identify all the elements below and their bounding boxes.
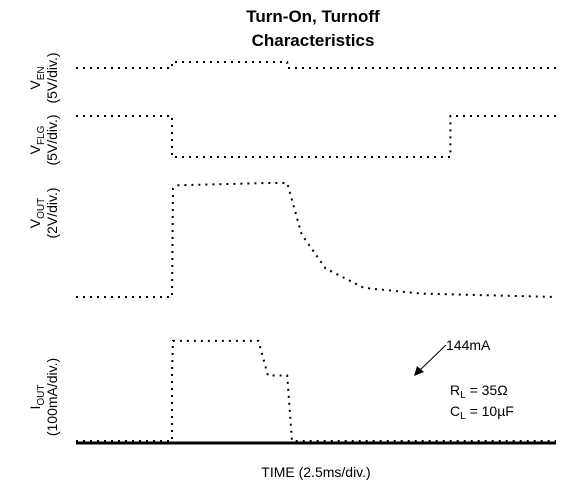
y-label-vout: VOUT (2V/div.): [27, 187, 60, 238]
y-label-vout-scale: (2V/div.): [44, 187, 60, 238]
peak-current-arrowhead: [414, 366, 424, 376]
chart-title-line-1: Turn-On, Turnoff: [246, 7, 380, 26]
y-label-ven-scale: (5V/div.): [44, 52, 60, 103]
rl-annotation: RL = 35Ω: [450, 382, 508, 401]
y-label-vflg-scale: (5V/div.): [44, 114, 60, 165]
cl-sub: L: [460, 411, 466, 422]
y-label-iout-sub: OUT: [36, 385, 47, 406]
svg-text:VOUT: VOUT: [27, 198, 47, 228]
trace-iout: [76, 339, 556, 442]
y-label-ven-sub: EN: [36, 66, 47, 80]
rl-sub: L: [460, 390, 466, 401]
x-axis-label: TIME (2.5ms/div.): [261, 464, 370, 480]
cl-symbol: C: [450, 403, 460, 419]
rl-symbol: R: [450, 382, 460, 398]
y-label-vflg-sub: FLG: [36, 125, 47, 145]
cl-annotation: CL = 10µF: [450, 403, 514, 422]
peak-current-arrow: [418, 344, 447, 372]
chart-title: Turn-On, Turnoff Characteristics: [246, 7, 380, 50]
y-label-vout-sub: OUT: [36, 198, 47, 219]
y-label-vflg-symbol: V: [27, 144, 43, 154]
y-label-vflg: VFLG (5V/div.): [27, 114, 60, 165]
cl-value: = 10µF: [466, 403, 514, 419]
rl-value: = 35Ω: [466, 382, 508, 398]
svg-text:IOUT: IOUT: [27, 385, 47, 410]
trace-vflg: [76, 115, 556, 158]
trace-ven: [76, 61, 556, 69]
peak-current-label: 144mA: [446, 337, 491, 353]
svg-text:VFLG: VFLG: [27, 125, 47, 154]
y-label-iout: IOUT (100mA/div.): [27, 358, 60, 436]
traces: [76, 61, 557, 442]
chart-title-line-2: Characteristics: [252, 31, 375, 50]
trace-vout: [76, 182, 557, 298]
svg-text:VEN: VEN: [27, 66, 47, 89]
y-label-vout-symbol: V: [27, 218, 43, 228]
y-label-iout-scale: (100mA/div.): [44, 358, 60, 436]
y-label-iout-symbol: I: [27, 406, 43, 410]
y-label-ven-symbol: V: [27, 80, 43, 90]
y-label-ven: VEN (5V/div.): [27, 52, 60, 103]
